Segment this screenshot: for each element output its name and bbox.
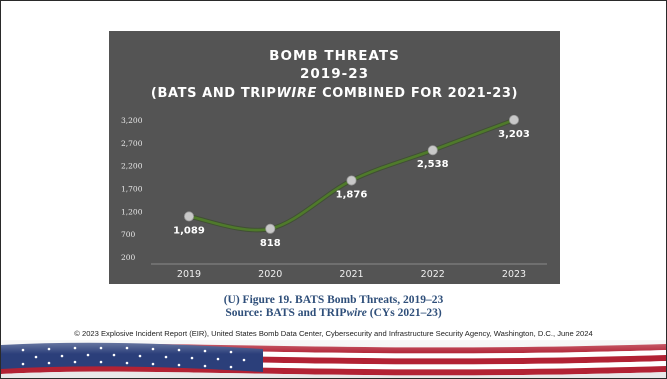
x-tick-label: 2022 bbox=[421, 269, 445, 280]
y-tick-label: 700 bbox=[121, 230, 136, 239]
figure-caption: (U) Figure 19. BATS Bomb Threats, 2019–2… bbox=[223, 294, 444, 306]
data-point bbox=[346, 175, 357, 186]
chart-title-line-3-wire: WIRE bbox=[276, 86, 316, 101]
data-label: 1,089 bbox=[173, 225, 205, 236]
y-tick-label: 1,700 bbox=[121, 185, 143, 194]
data-point bbox=[265, 223, 276, 234]
series-line bbox=[186, 117, 517, 233]
series-bomb-threats: 1,089 818 1,876 2,538 3,203 bbox=[173, 114, 530, 249]
y-tick-label: 1,200 bbox=[121, 207, 143, 216]
data-point bbox=[184, 211, 195, 222]
figure-source-part-a: Source: BATS and TRIP bbox=[225, 307, 347, 319]
data-point bbox=[508, 114, 519, 125]
chart-title-line-2: 2019-23 bbox=[300, 66, 369, 82]
chart-title-line-3-part-b: COMBINED FOR 2021-23) bbox=[317, 86, 518, 101]
copyright-notice: © 2023 Explosive Incident Report (EIR), … bbox=[74, 329, 593, 338]
x-tick-label: 2021 bbox=[339, 269, 363, 280]
figure-source-wire: wire bbox=[346, 307, 367, 319]
data-point bbox=[427, 145, 438, 156]
x-tick-label: 2019 bbox=[177, 269, 201, 280]
chart-title-line-3-part-a: (BATS AND TRIP bbox=[151, 86, 277, 101]
y-tick-label: 2,700 bbox=[121, 139, 143, 148]
x-tick-label: 2023 bbox=[502, 269, 526, 280]
chart-title-line-3: (BATS AND TRIPWIRE COMBINED FOR 2021-23) bbox=[151, 86, 518, 101]
figure-source: Source: BATS and TRIPwire (CYs 2021–23) bbox=[1, 307, 666, 319]
x-tick-label: 2020 bbox=[258, 269, 282, 280]
american-flag-banner-icon bbox=[1, 340, 666, 378]
y-axis: 200 700 1,200 1,700 2,200 2,700 3,200 bbox=[121, 116, 143, 262]
y-tick-label: 2,200 bbox=[121, 162, 143, 171]
y-tick-label: 200 bbox=[121, 253, 136, 262]
chart-title-line-1: BOMB THREATS bbox=[269, 48, 400, 64]
chart-panel: BOMB THREATS 2019-23 (BATS AND TRIPWIRE … bbox=[109, 31, 560, 284]
bomb-threats-chart: BOMB THREATS 2019-23 (BATS AND TRIPWIRE … bbox=[121, 48, 547, 280]
data-label: 3,203 bbox=[498, 129, 530, 140]
y-tick-label: 3,200 bbox=[121, 116, 143, 125]
data-label: 1,876 bbox=[336, 189, 368, 200]
data-label: 2,538 bbox=[417, 159, 449, 170]
figure-source-part-b: (CYs 2021–23) bbox=[366, 307, 442, 319]
x-axis: 2019 2020 2021 2022 2023 bbox=[177, 269, 526, 280]
data-label: 818 bbox=[260, 238, 281, 249]
